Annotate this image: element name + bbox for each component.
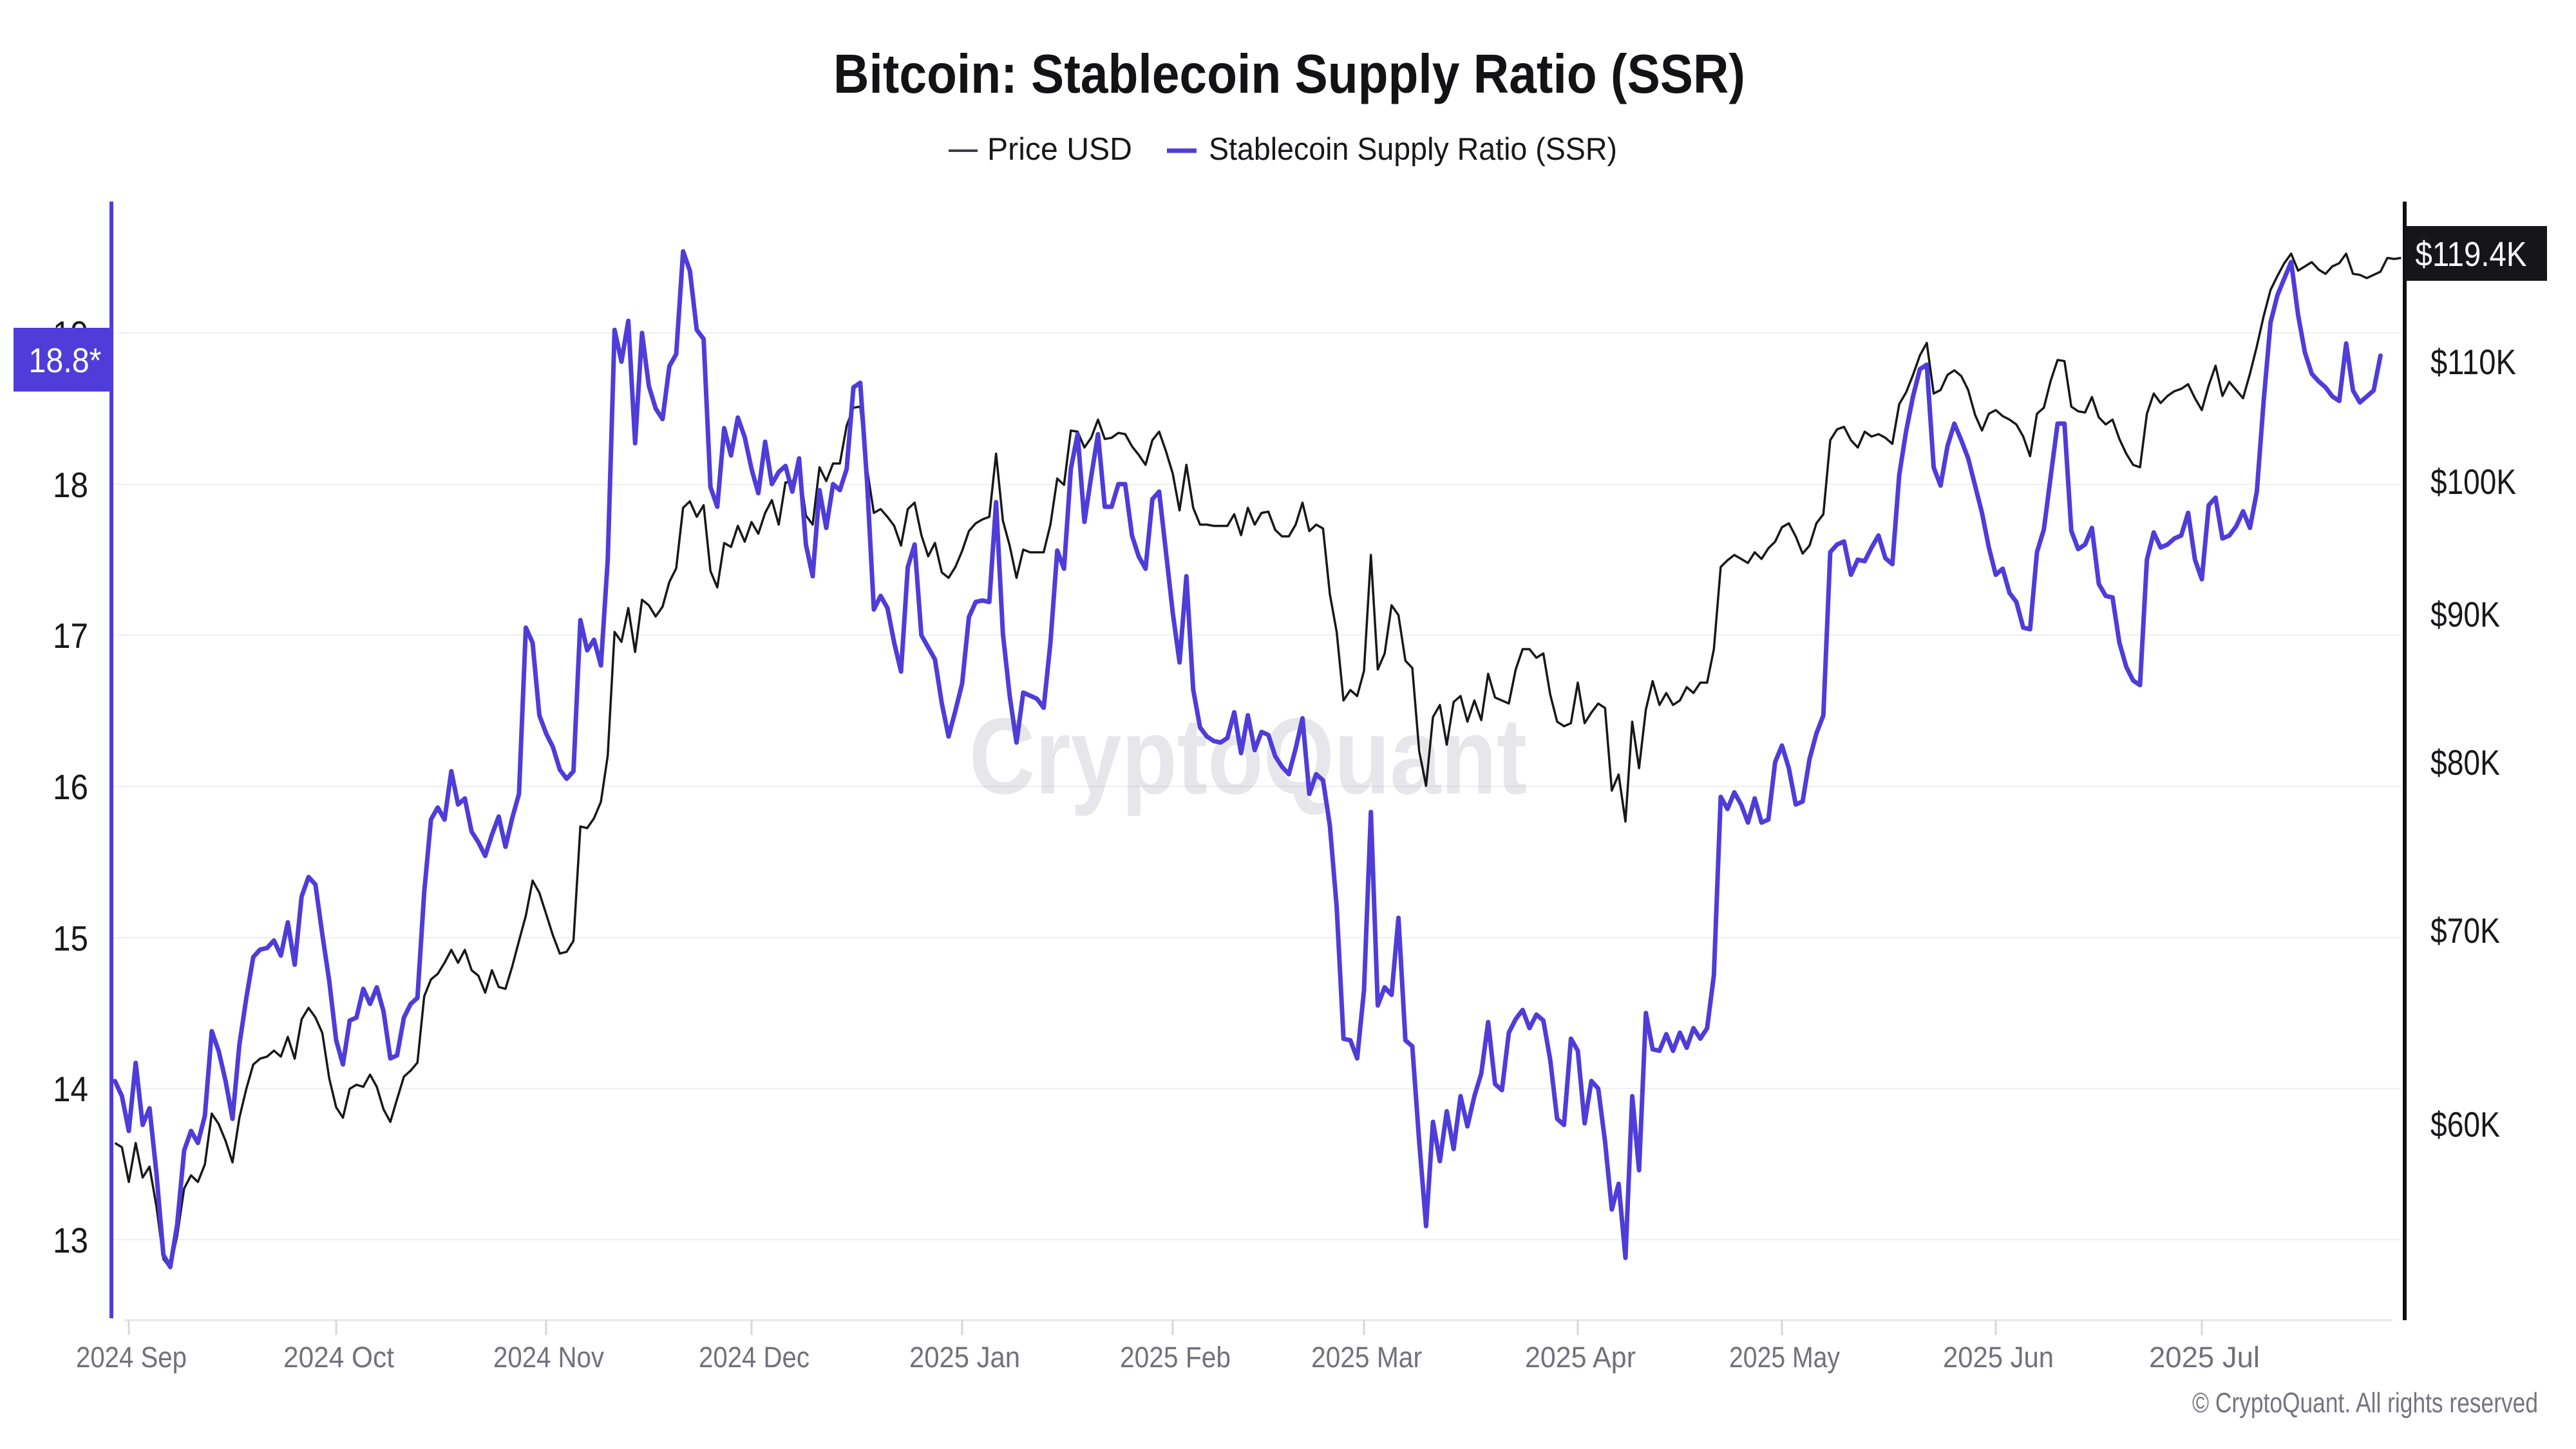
svg-text:13: 13 [53, 1220, 88, 1260]
svg-text:$60K: $60K [2430, 1104, 2500, 1144]
svg-text:2024 Dec: 2024 Dec [699, 1341, 810, 1374]
svg-text:2024 Oct: 2024 Oct [283, 1341, 394, 1374]
svg-text:$90K: $90K [2430, 594, 2500, 634]
svg-text:16: 16 [53, 767, 88, 807]
svg-text:17: 17 [53, 616, 88, 656]
svg-text:$110K: $110K [2430, 342, 2516, 382]
svg-text:Stablecoin Supply Ratio (SSR): Stablecoin Supply Ratio (SSR) [1209, 132, 1617, 167]
svg-text:$100K: $100K [2430, 462, 2516, 502]
svg-text:$70K: $70K [2430, 911, 2500, 951]
svg-text:$119.4K: $119.4K [2416, 235, 2527, 274]
svg-text:18: 18 [53, 465, 88, 505]
svg-text:2025 Feb: 2025 Feb [1120, 1341, 1231, 1374]
svg-text:2025 Jan: 2025 Jan [909, 1341, 1020, 1374]
svg-text:2025 Mar: 2025 Mar [1311, 1341, 1422, 1374]
svg-text:2025 Jun: 2025 Jun [1943, 1341, 2054, 1374]
svg-text:$80K: $80K [2430, 743, 2500, 782]
svg-text:2025 Jul: 2025 Jul [2149, 1341, 2260, 1374]
svg-text:© CryptoQuant. All rights rese: © CryptoQuant. All rights reserved [2192, 1387, 2538, 1419]
svg-text:14: 14 [53, 1069, 88, 1109]
svg-text:2025 Apr: 2025 Apr [1525, 1341, 1636, 1374]
svg-text:Price USD: Price USD [987, 132, 1132, 167]
svg-text:15: 15 [53, 918, 88, 958]
svg-text:2024 Sep: 2024 Sep [76, 1341, 187, 1374]
svg-text:2025 May: 2025 May [1729, 1341, 1840, 1374]
svg-text:Bitcoin: Stablecoin Supply Rat: Bitcoin: Stablecoin Supply Ratio (SSR) [833, 44, 1745, 105]
svg-text:2024 Nov: 2024 Nov [493, 1341, 604, 1374]
svg-text:18.8*: 18.8* [29, 341, 102, 380]
